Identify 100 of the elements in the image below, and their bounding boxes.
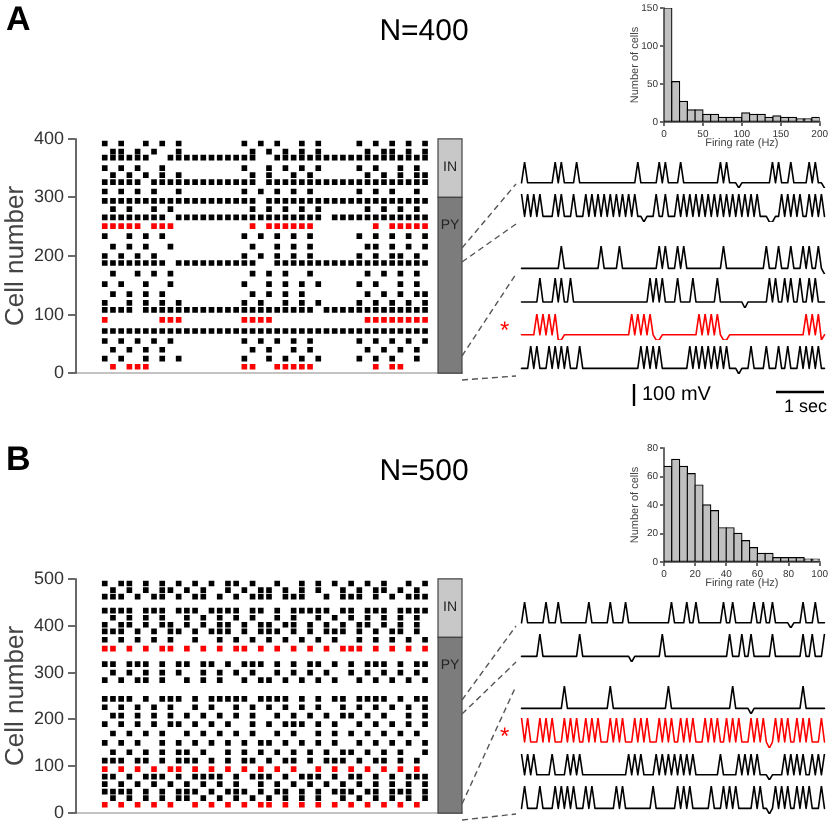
point <box>372 154 379 161</box>
point <box>389 233 396 239</box>
point <box>315 740 322 746</box>
point <box>142 645 149 652</box>
point <box>167 206 174 212</box>
point <box>389 781 396 787</box>
point <box>216 607 223 614</box>
point <box>282 636 289 643</box>
point <box>266 636 272 643</box>
point <box>307 198 313 204</box>
point <box>233 593 239 600</box>
point <box>216 260 223 266</box>
point <box>299 154 305 161</box>
point <box>151 214 157 221</box>
point <box>101 704 108 711</box>
point <box>389 140 396 147</box>
point <box>290 214 297 221</box>
point <box>331 788 338 795</box>
point <box>274 645 281 652</box>
point <box>241 253 248 259</box>
point <box>364 172 371 178</box>
point <box>307 328 313 334</box>
point <box>175 172 182 178</box>
point <box>118 140 124 147</box>
point <box>307 243 313 250</box>
point <box>241 214 248 221</box>
point <box>274 198 281 204</box>
point <box>142 300 149 306</box>
point <box>118 766 124 772</box>
point <box>422 773 428 780</box>
point <box>233 214 239 221</box>
point <box>266 704 272 711</box>
point <box>364 607 371 614</box>
text: * <box>500 316 510 344</box>
point <box>422 291 428 297</box>
point <box>315 795 322 802</box>
point <box>381 580 387 587</box>
point <box>249 206 256 212</box>
point <box>299 607 305 614</box>
point <box>414 317 420 323</box>
point <box>249 712 256 719</box>
point <box>331 614 338 621</box>
point <box>307 757 313 764</box>
point <box>356 338 363 344</box>
point <box>266 307 272 313</box>
point <box>414 172 420 178</box>
point <box>307 661 313 667</box>
point <box>257 740 264 746</box>
point <box>307 260 313 266</box>
point <box>307 749 313 756</box>
point <box>110 749 116 756</box>
point <box>348 198 354 204</box>
point <box>241 328 248 334</box>
point <box>151 179 157 185</box>
point <box>323 712 330 719</box>
point <box>356 328 363 334</box>
point <box>372 628 379 635</box>
point <box>216 214 223 221</box>
point <box>110 730 116 737</box>
point <box>241 587 248 593</box>
point <box>397 179 404 185</box>
point <box>315 677 322 683</box>
point <box>282 795 289 802</box>
point <box>299 355 305 362</box>
point <box>414 766 420 772</box>
point <box>356 628 363 635</box>
point <box>299 206 305 212</box>
point <box>126 291 133 297</box>
point <box>266 801 272 808</box>
point <box>159 317 166 323</box>
point <box>356 781 363 787</box>
point <box>348 766 354 772</box>
y-tick-label: 200 <box>33 244 64 265</box>
point <box>101 281 108 287</box>
point <box>184 307 190 313</box>
point <box>110 214 116 221</box>
point <box>389 243 396 250</box>
point <box>389 198 396 204</box>
point <box>208 328 215 334</box>
point <box>208 607 215 614</box>
point <box>348 154 354 161</box>
point <box>405 233 412 239</box>
point <box>414 328 420 334</box>
point <box>266 270 272 277</box>
point <box>422 749 428 756</box>
point <box>151 636 157 643</box>
point <box>299 363 305 370</box>
point <box>257 781 264 787</box>
point <box>331 628 338 635</box>
point <box>299 260 305 266</box>
point <box>381 198 387 204</box>
point <box>167 721 174 727</box>
point <box>159 773 166 780</box>
point <box>151 260 157 266</box>
point <box>208 757 215 764</box>
point <box>364 307 371 313</box>
point <box>397 363 404 370</box>
point <box>110 773 116 780</box>
point <box>101 300 108 306</box>
point <box>159 291 166 297</box>
